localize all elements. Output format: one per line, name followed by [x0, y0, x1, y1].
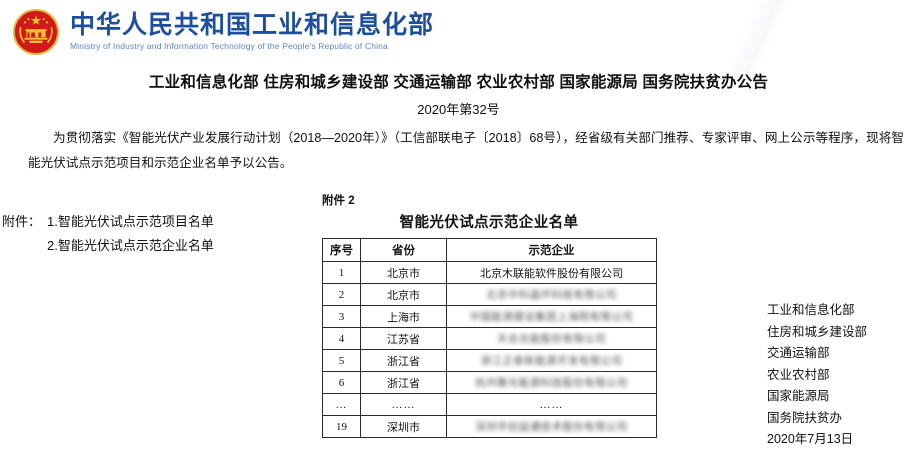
table-cell-enterprise: 杭州聚光能源科技股份有限公司 — [446, 371, 657, 394]
signature-agency-5: 国家能源局 — [767, 389, 830, 403]
table-header-row: 序号 省份 示范企业 — [322, 238, 657, 262]
table-header-ent: 示范企业 — [446, 238, 657, 262]
attachments-item-1: 1.智能光伏试点示范项目名单 — [47, 214, 214, 229]
table-cell-province: 北京市 — [360, 283, 447, 306]
signature-agency-6: 国务院扶贫办 — [767, 410, 843, 425]
table-cell-enterprise: 浙江正泰新能源开发有限公司 — [446, 349, 657, 372]
masthead-title-en: Ministry of Industry and Information Tec… — [70, 41, 388, 52]
masthead-divider — [0, 62, 917, 63]
redacted-enterprise-name: 杭州聚光能源科技股份有限公司 — [475, 378, 628, 389]
table-body: 1 北京市 北京木联能软件股份有限公司 2 北京市 北京中科晶环科技有限公司 3 上海市 中国能… — [322, 261, 657, 438]
signature-agency-4: 农业农村部 — [767, 367, 830, 382]
table-cell-no: 6 — [322, 371, 361, 394]
table-cell-province: 浙江省 — [360, 371, 447, 394]
attachments-label: 附件： — [2, 214, 42, 229]
table-cell-enterprise: 北京木联能软件股份有限公司 — [446, 261, 657, 284]
table-row: 3 上海市 中国能源建设集团上海院有限公司 — [322, 305, 657, 328]
table-header-prov: 省份 — [360, 238, 447, 262]
table-cell-province: 浙江省 — [360, 349, 447, 372]
attachments-item-list: 1.智能光伏试点示范项目名单 2.智能光伏试点示范企业名单 — [47, 210, 214, 258]
table-cell-province: 江苏省 — [360, 327, 447, 350]
china-national-emblem-icon — [12, 8, 60, 56]
table-row: 5 浙江省 浙江正泰新能源开发有限公司 — [322, 349, 657, 372]
table-cell-province: 北京市 — [360, 261, 447, 284]
table-cell-no: 5 — [322, 349, 361, 372]
table-cell-enterprise: 天合光能股份有限公司 — [446, 327, 657, 350]
table-cell-province: 深圳市 — [360, 415, 447, 438]
demonstration-enterprise-table: 序号 省份 示范企业 1 北京市 北京木联能软件股份有限公司 2 北京市 北京中科晶环科技… — [322, 238, 657, 438]
table-header-no: 序号 — [322, 238, 361, 262]
table-cell-no: 19 — [322, 415, 361, 438]
table-cell-province: …… — [360, 393, 447, 416]
table-row: 2 北京市 北京中科晶环科技有限公司 — [322, 283, 657, 306]
table-cell-no: 1 — [322, 261, 361, 284]
table-row: 4 江苏省 天合光能股份有限公司 — [322, 327, 657, 350]
table-row: 1 北京市 北京木联能软件股份有限公司 — [322, 261, 657, 284]
table-cell-no: 3 — [322, 305, 361, 328]
attachments-block: 附件： 1.智能光伏试点示范项目名单 2.智能光伏试点示范企业名单 — [2, 210, 214, 258]
appendix-title: 智能光伏试点示范企业名单 — [399, 215, 579, 231]
appendix-label: 附件 2 — [322, 195, 355, 207]
signature-agency-2: 住房和城乡建设部 — [767, 324, 868, 339]
table-cell-enterprise: 中国能源建设集团上海院有限公司 — [446, 305, 657, 328]
site-masthead: 中华人民共和国工业和信息化部 Ministry of Industry and … — [0, 0, 917, 63]
table-cell-no: 2 — [322, 283, 361, 306]
table-cell-enterprise: …… — [446, 393, 657, 416]
signature-agency-3: 交通运输部 — [767, 346, 830, 360]
attachments-item-2: 2.智能光伏试点示范企业名单 — [47, 238, 214, 253]
signature-block: 工业和信息化部 住房和城乡建设部 交通运输部 农业农村部 国家能源局 国务院扶贫… — [767, 300, 867, 451]
announcement-title: 工业和信息化部 住房和城乡建设部 交通运输部 农业农村部 国家能源局 国务院扶贫… — [148, 74, 769, 91]
table-cell-enterprise: 北京中科晶环科技有限公司 — [446, 283, 657, 306]
table-row: 6 浙江省 杭州聚光能源科技股份有限公司 — [322, 371, 657, 394]
masthead-text: 中华人民共和国工业和信息化部 Ministry of Industry and … — [70, 11, 434, 51]
redacted-enterprise-name: 浙江正泰新能源开发有限公司 — [480, 356, 623, 367]
signature-agency-1: 工业和信息化部 — [767, 303, 855, 317]
masthead-title-cn: 中华人民共和国工业和信息化部 — [70, 11, 435, 40]
table-row: …………… — [322, 393, 657, 416]
table-cell-enterprise: 深圳市创益通技术股份有限公司 — [446, 415, 657, 438]
signature-date: 2020年7月13日 — [767, 432, 854, 446]
table-cell-province: 上海市 — [360, 305, 447, 328]
redacted-enterprise-name: 深圳市创益通技术股份有限公司 — [475, 422, 628, 433]
redacted-enterprise-name: 中国能源建设集团上海院有限公司 — [469, 312, 634, 323]
redacted-enterprise-name: 北京中科晶环科技有限公司 — [486, 290, 617, 301]
announcement-body-paragraph: 为贯彻落实《智能光伏产业发展行动计划（2018—2020年）》（工信部联电子〔2… — [28, 131, 904, 170]
redacted-enterprise-name: 天合光能股份有限公司 — [497, 334, 606, 345]
appendix-block: 附件 2 智能光伏试点示范企业名单 序号 省份 示范企业 1 北京市 北京木联能软件… — [322, 192, 657, 438]
table-cell-no: … — [322, 393, 361, 416]
table-cell-no: 4 — [322, 327, 361, 350]
announcement-number: 2020年第32号 — [417, 102, 500, 117]
table-row: 19 深圳市 深圳市创益通技术股份有限公司 — [322, 415, 657, 438]
